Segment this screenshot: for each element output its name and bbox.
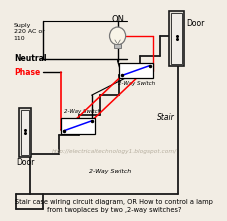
Bar [19,108,31,157]
Text: Door: Door [16,158,34,167]
Text: Neutral: Neutral [14,54,46,63]
Text: 2-Way Switch: 2-Way Switch [117,81,154,86]
Text: Stair case wiring circuit diagram, OR How to control a lamp
from twoplaces by tw: Stair case wiring circuit diagram, OR Ho… [15,199,212,213]
Text: Stair: Stair [156,113,174,122]
Text: Suply
220 AC or
110: Suply 220 AC or 110 [14,23,44,40]
Bar [114,44,121,48]
Text: Phase: Phase [14,68,40,77]
Text: ON: ON [111,15,123,24]
Bar [169,11,183,66]
Circle shape [109,27,125,45]
Bar [21,110,29,155]
Text: 2-Way Switch: 2-Way Switch [64,109,101,114]
Text: Door: Door [186,19,204,28]
Bar [119,63,153,78]
Text: http://electricaltechnology1.blogspot.com/: http://electricaltechnology1.blogspot.co… [51,149,176,154]
Bar [170,13,181,64]
Bar [61,118,95,134]
Text: 2-Way Switch: 2-Way Switch [89,169,131,174]
